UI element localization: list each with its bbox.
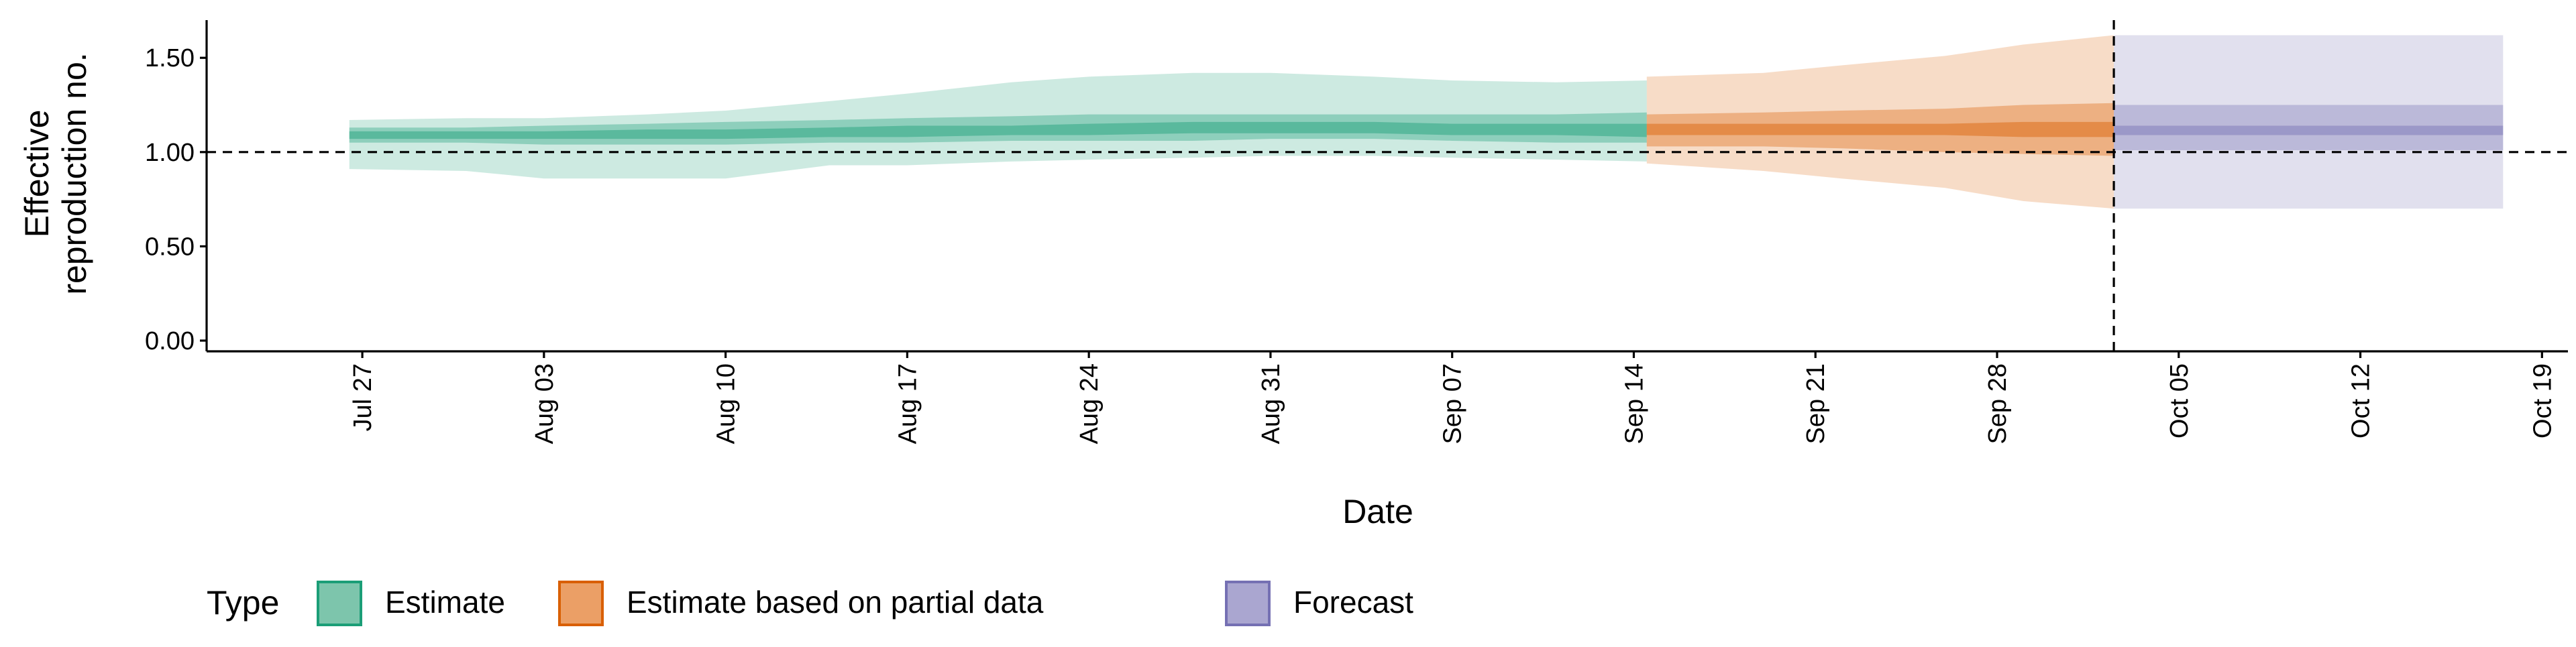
x-tick-label: Oct 05: [2165, 363, 2194, 438]
x-tick-label: Jul 27: [349, 363, 377, 431]
legend-item-estimate: Estimate: [317, 581, 505, 626]
y-tick-label: 1.50: [145, 44, 195, 72]
y-tick-label: 1.00: [145, 139, 195, 167]
x-tick-label: Sep 21: [1802, 363, 1830, 444]
x-tick-label: Sep 07: [1439, 363, 1467, 444]
legend: Type Estimate Estimate based on partial da…: [207, 581, 1413, 626]
ribbon-estimate-50-interval: [349, 112, 1647, 145]
x-tick-label: Sep 28: [1984, 363, 2012, 444]
ribbon-estimate-based-on-partial-data-50-interval: [1646, 103, 2114, 156]
y-axis-title: Effective: [18, 110, 56, 238]
x-tick-label: Oct 12: [2347, 363, 2375, 438]
series-estimate: [349, 72, 1647, 179]
legend-item-estimate-based-on-partial-data: Estimate based on partial data: [558, 581, 1044, 626]
series-forecast: [2114, 35, 2504, 209]
legend-swatch: [558, 581, 604, 626]
ribbon-forecast-90-interval: [2114, 35, 2504, 209]
legend-title: Type: [207, 584, 279, 622]
legend-swatch: [317, 581, 362, 626]
x-tick-label: Oct 19: [2528, 363, 2557, 438]
ribbon-estimate-based-on-partial-data-20-interval: [1646, 121, 2114, 137]
ribbon-forecast-20-interval: [2114, 125, 2504, 135]
series-estimate-based-on-partial-data: [1646, 35, 2114, 209]
ribbon-estimate-20-interval: [349, 121, 1647, 139]
x-tick-label: Aug 31: [1257, 363, 1285, 444]
x-tick-label: Aug 03: [531, 363, 559, 444]
ribbons-layer: [349, 35, 2504, 209]
ribbon-forecast-50-interval: [2114, 105, 2504, 151]
legend-item-forecast: Forecast: [1225, 581, 1413, 626]
ribbon-estimate-based-on-partial-data-90-interval: [1646, 35, 2114, 209]
x-tick-label: Aug 24: [1075, 363, 1104, 444]
x-tick-label: Sep 14: [1620, 363, 1648, 444]
legend-label: Estimate: [385, 585, 505, 620]
axes-layer: 0.00 0.50 1.00 1.50 Jul 27 Aug 03 Aug 10 Aug 17…: [18, 20, 2568, 530]
legend-label: Estimate based on partial data: [627, 585, 1044, 620]
legend-swatch: [1225, 581, 1271, 626]
y-axis-title: reproduction no.: [56, 52, 93, 294]
y-tick-label: 0.50: [145, 233, 195, 261]
x-tick-label: Aug 17: [894, 363, 922, 444]
reference-lines-layer: [207, 20, 2568, 351]
y-tick-label: 0.00: [145, 327, 195, 355]
x-tick-label: Aug 10: [712, 363, 741, 444]
legend-label: Forecast: [1293, 585, 1413, 620]
x-axis-title: Date: [1342, 493, 1413, 530]
